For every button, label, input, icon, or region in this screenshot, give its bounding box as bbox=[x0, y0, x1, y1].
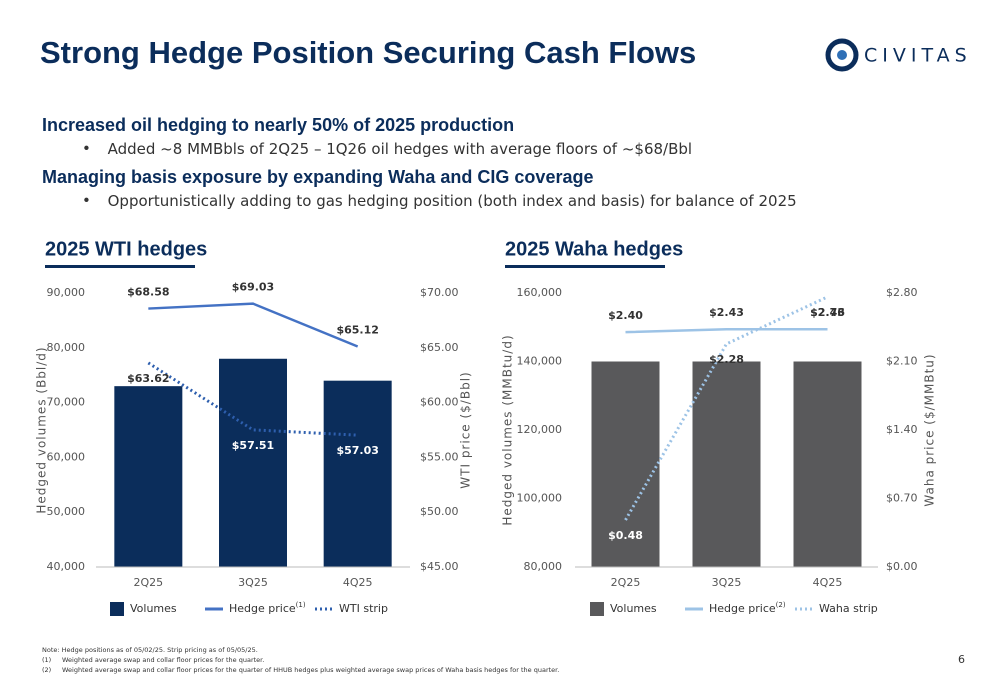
y2-axis-label: Waha price ($/MMBtu) bbox=[923, 353, 937, 506]
legend-text: Waha strip bbox=[819, 602, 878, 615]
legend-text: Hedge price bbox=[229, 602, 296, 615]
x-tick-label: 2Q25 bbox=[611, 576, 641, 589]
y2-tick-label: $70.00 bbox=[420, 286, 459, 299]
note-mark: (2) bbox=[42, 666, 51, 674]
y2-tick-label: $0.00 bbox=[886, 560, 918, 573]
bullet-heading: Increased oil hedging to nearly 50% of 2… bbox=[42, 115, 514, 135]
logo-mark bbox=[825, 38, 859, 72]
data-label: $65.12 bbox=[336, 323, 378, 336]
note-text: Weighted average swap and collar floor p… bbox=[62, 666, 559, 674]
y2-tick-label: $2.80 bbox=[886, 286, 918, 299]
data-label: $2.76 bbox=[810, 306, 845, 319]
legend-entry: WTI strip bbox=[339, 602, 388, 615]
y2-tick-label: $65.00 bbox=[420, 341, 459, 354]
chart-title: 2025 Waha hedges bbox=[505, 238, 683, 260]
note: Note: Hedge positions as of 05/02/25. St… bbox=[42, 646, 258, 654]
data-label: $57.03 bbox=[336, 444, 378, 457]
legend-entry: Waha strip bbox=[819, 602, 878, 615]
legend-entry: Volumes bbox=[610, 602, 657, 615]
x-tick-label: 4Q25 bbox=[343, 576, 373, 589]
x-tick-label: 3Q25 bbox=[712, 576, 742, 589]
y-axis-label: Hedged volumes (MMBtu/d) bbox=[501, 334, 515, 525]
data-label: $2.43 bbox=[709, 306, 744, 319]
y-tick-label: 100,000 bbox=[517, 492, 563, 505]
y2-tick-label: $0.70 bbox=[886, 492, 918, 505]
slide-title: Strong Hedge Position Securing Cash Flow… bbox=[40, 35, 696, 70]
y-tick-label: 120,000 bbox=[517, 423, 563, 436]
logo-text: CIVITAS bbox=[864, 45, 972, 67]
line-series bbox=[148, 302, 359, 348]
x-tick-label: 2Q25 bbox=[134, 576, 164, 589]
y-axis-label: Hedged volumes (Bbl/d) bbox=[35, 346, 49, 513]
y-tick-label: 160,000 bbox=[517, 286, 563, 299]
bar bbox=[692, 361, 761, 567]
x-tick-label: 4Q25 bbox=[813, 576, 843, 589]
bullet-text: Added ~8 MMBbls of 2Q25 – 1Q26 oil hedge… bbox=[108, 140, 692, 158]
title-underline bbox=[45, 265, 195, 268]
legend-text: Hedge price bbox=[709, 602, 776, 615]
legend-note: (1) bbox=[296, 601, 306, 609]
chart-title: 2025 WTI hedges bbox=[45, 238, 207, 260]
y2-axis-label: WTI price ($/Bbl) bbox=[459, 371, 473, 488]
x-tick-label: 3Q25 bbox=[238, 576, 268, 589]
y2-tick-label: $2.10 bbox=[886, 355, 918, 368]
data-label: $63.62 bbox=[127, 372, 169, 385]
y-tick-label: 60,000 bbox=[47, 450, 86, 463]
data-label: $2.43 bbox=[810, 306, 845, 319]
y-tick-label: 90,000 bbox=[47, 286, 86, 299]
note-text: Hedge positions as of 05/02/25. Strip pr… bbox=[62, 646, 258, 654]
data-label: $2.28 bbox=[709, 353, 744, 366]
bar bbox=[219, 358, 287, 567]
y-tick-label: 80,000 bbox=[47, 341, 86, 354]
line-series bbox=[625, 327, 828, 334]
data-label: $57.51 bbox=[232, 439, 274, 452]
y-tick-label: 80,000 bbox=[524, 560, 563, 573]
note-mark: (1) bbox=[42, 656, 51, 664]
page-number: 6 bbox=[958, 653, 965, 666]
logo: CIVITAS bbox=[825, 38, 972, 72]
legend-note: (2) bbox=[776, 601, 786, 609]
data-label: $2.40 bbox=[608, 309, 643, 322]
legend-entry: Hedge price(2) bbox=[709, 601, 786, 615]
y-tick-label: 140,000 bbox=[517, 355, 563, 368]
data-label: $68.58 bbox=[127, 286, 169, 299]
bullet-item: • Opportunistically adding to gas hedgin… bbox=[82, 192, 797, 210]
logo-mark bbox=[837, 50, 847, 60]
legend-entry: Hedge price(1) bbox=[229, 601, 306, 615]
bar bbox=[114, 386, 183, 567]
bullet-text: Opportunistically adding to gas hedging … bbox=[108, 192, 797, 210]
y2-tick-label: $45.00 bbox=[420, 560, 459, 573]
legend-entry: Volumes bbox=[130, 602, 177, 615]
data-label: $0.48 bbox=[608, 529, 643, 542]
y2-tick-label: $60.00 bbox=[420, 396, 459, 409]
y-tick-label: 70,000 bbox=[47, 396, 86, 409]
legend-swatch bbox=[590, 602, 604, 616]
y2-tick-label: $1.40 bbox=[886, 423, 918, 436]
bullet-heading: Managing basis exposure by expanding Wah… bbox=[42, 167, 593, 187]
legend-text: Volumes bbox=[130, 602, 177, 615]
bar bbox=[793, 361, 862, 567]
line-series bbox=[147, 361, 358, 437]
legend-text: WTI strip bbox=[339, 602, 388, 615]
legend-text: Volumes bbox=[610, 602, 657, 615]
bar bbox=[591, 361, 660, 567]
y-tick-label: 50,000 bbox=[47, 505, 86, 518]
data-label: $69.03 bbox=[232, 281, 274, 294]
title-underline bbox=[505, 265, 665, 268]
bar bbox=[323, 380, 392, 567]
note-mark: Note: bbox=[42, 646, 60, 654]
legend-swatch bbox=[110, 602, 124, 616]
y2-tick-label: $55.00 bbox=[420, 450, 459, 463]
y-tick-label: 40,000 bbox=[47, 560, 86, 573]
bullet-item: • Added ~8 MMBbls of 2Q25 – 1Q26 oil hed… bbox=[82, 140, 692, 158]
note-text: Weighted average swap and collar floor p… bbox=[62, 656, 264, 664]
y2-tick-label: $50.00 bbox=[420, 505, 459, 518]
